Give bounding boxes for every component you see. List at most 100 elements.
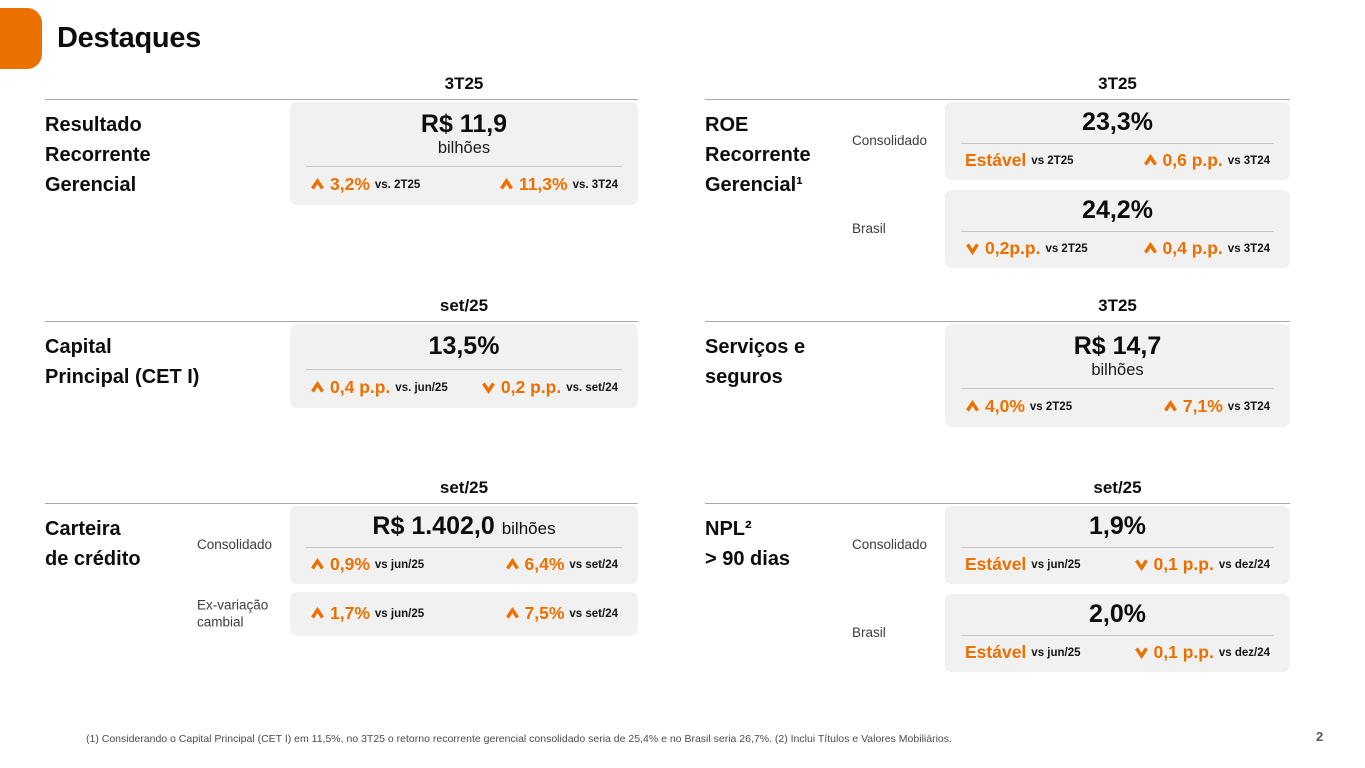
variation-basis: vs 2T25 <box>1029 401 1073 414</box>
value-unit: bilhões <box>501 519 556 538</box>
variation-value: Estável <box>965 641 1027 662</box>
variation-basis: vs 3T24 <box>1227 401 1270 414</box>
arrow-down-icon <box>966 243 979 255</box>
value-box: 2,0% Estável vs jun/25 0,1 p.p. vs dez/2… <box>945 593 1290 672</box>
arrow-up-icon <box>311 557 324 570</box>
variation-value: 0,1 p.p. <box>1153 641 1214 662</box>
variation-basis: vs set/24 <box>569 559 618 572</box>
metric-block-carteira: set/25 Carteira de crédito Consolidado R… <box>45 478 638 646</box>
metric-row: Ex-variação cambial 1,7% vs jun/25 7,5% <box>197 591 638 636</box>
value-box: R$ 14,7 bilhões 4,0% vs 2T25 7,1% <box>945 324 1290 427</box>
arrow-down-icon <box>1134 559 1148 571</box>
period-header: set/25 <box>1093 478 1142 497</box>
metric-label: Serviços e seguros <box>705 336 806 388</box>
variation-value: 7,5% <box>524 602 565 623</box>
metric-row: R$ 11,9 bilhões 3,2% vs. 2T25 11,3% <box>290 102 638 205</box>
variation: 0,1 p.p. vs dez/24 <box>1134 554 1270 575</box>
main-value: 1,9% <box>1089 512 1146 540</box>
variation: 11,3% vs. 3T24 <box>499 174 618 195</box>
variation: 1,7% vs jun/25 <box>310 603 424 624</box>
value-box: 23,3% Estável vs 2T25 0,6 p.p. vs 3T24 <box>945 102 1290 180</box>
value-box: R$ 1.402,0 bilhões 0,9% vs jun/25 6,4% <box>290 506 638 584</box>
variation-basis: vs 2T25 <box>1031 155 1074 168</box>
arrow-up-icon <box>1143 241 1157 253</box>
main-value: R$ 11,9 <box>420 110 508 138</box>
divider <box>961 546 1274 548</box>
metric-label: Carteira de crédito <box>45 518 141 570</box>
period-header: set/25 <box>439 478 489 497</box>
arrow-up-icon <box>311 177 324 190</box>
metric-row: R$ 14,7 bilhões 4,0% vs 2T25 7,1% <box>945 324 1290 427</box>
header-rule <box>45 503 638 504</box>
metric-row: Consolidado 1,9% Estável vs jun/25 0,1 p… <box>852 506 1290 584</box>
variation-value: 0,4 p.p. <box>330 376 391 397</box>
metric-block-npl: set/25 NPL² > 90 dias Consolidado 1,9% E… <box>705 478 1290 682</box>
variation-basis: vs. jun/25 <box>395 382 448 395</box>
period-header: set/25 <box>439 296 489 315</box>
main-value: 13,5% <box>428 332 500 360</box>
variation-value: 0,9% <box>330 553 370 574</box>
metric-block-resultado: 3T25 Resultado Recorrente Gerencial R$ 1… <box>45 74 638 215</box>
variation-basis: vs set/24 <box>569 608 618 621</box>
metric-row: Brasil 24,2% 0,2p.p. vs 2T25 <box>852 189 1290 268</box>
row-sublabel: Ex-variação cambial <box>197 597 269 630</box>
variation: 7,1% vs 3T24 <box>1163 396 1270 417</box>
arrow-down-icon <box>481 382 495 394</box>
page-number: 2 <box>1316 729 1324 744</box>
main-value: R$ 1.402,0 bilhões <box>306 512 622 541</box>
variation-basis: vs dez/24 <box>1218 647 1270 659</box>
arrow-up-icon <box>500 177 513 190</box>
variation-value: 0,1 p.p. <box>1153 553 1214 574</box>
variation: Estável vs 2T25 <box>965 150 1074 171</box>
footnote: (1) Considerando o Capital Principal (CE… <box>86 733 952 745</box>
row-sublabel: Consolidado <box>852 133 928 149</box>
variation-basis: vs jun/25 <box>1031 647 1081 659</box>
variation-value: 3,2% <box>330 173 370 194</box>
variation-value: 1,7% <box>330 602 370 623</box>
period-header: 3T25 <box>1098 74 1137 93</box>
variation: 0,2p.p. vs 2T25 <box>965 238 1088 259</box>
arrow-up-icon <box>311 606 324 619</box>
variation: 3,2% vs. 2T25 <box>310 174 420 195</box>
value-box: 13,5% 0,4 p.p. vs. jun/25 0,2 p.p. <box>290 324 638 408</box>
metric-row: Consolidado 23,3% Estável vs 2T25 0,6 p.… <box>852 102 1290 180</box>
metric-block-capital: set/25 Capital Principal (CET I) 13,5% 0… <box>45 296 638 418</box>
metric-label: ROE Recorrente Gerencial¹ <box>705 114 811 196</box>
variation: 4,0% vs 2T25 <box>965 396 1072 417</box>
metric-block-servicos: 3T25 Serviços e seguros R$ 14,7 bilhões … <box>705 296 1290 437</box>
row-sublabel: Consolidado <box>197 537 273 553</box>
metric-row: Consolidado R$ 1.402,0 bilhões 0,9% vs j… <box>197 506 638 584</box>
main-value: 2,0% <box>1089 599 1146 628</box>
header-rule <box>45 99 638 100</box>
variation: Estável vs jun/25 <box>965 642 1081 663</box>
value-box: 1,7% vs jun/25 7,5% vs set/24 <box>290 591 638 636</box>
variation-basis: vs dez/24 <box>1218 559 1270 572</box>
variation-basis: vs. 2T25 <box>374 179 421 192</box>
metric-row: Brasil 2,0% Estável vs jun/25 0,1 p.p. <box>852 593 1290 672</box>
metric-label: Capital Principal (CET I) <box>45 336 200 388</box>
brand-mark <box>0 8 42 69</box>
period-header: 3T25 <box>1098 296 1137 315</box>
divider <box>961 387 1274 389</box>
value-box: R$ 11,9 bilhões 3,2% vs. 2T25 11,3% <box>290 102 638 205</box>
row-sublabel: Consolidado <box>852 537 928 553</box>
variation-basis: vs. set/24 <box>566 382 618 395</box>
variation: 0,6 p.p. vs 3T24 <box>1143 150 1270 171</box>
arrow-up-icon <box>1143 153 1157 166</box>
metric-row: 13,5% 0,4 p.p. vs. jun/25 0,2 p.p. <box>290 324 638 408</box>
main-value: 23,3% <box>1082 108 1153 136</box>
divider <box>961 142 1274 144</box>
divider <box>961 230 1274 232</box>
variation: 0,9% vs jun/25 <box>310 554 424 575</box>
variation: 7,5% vs set/24 <box>505 602 618 624</box>
metric-label: NPL² > 90 dias <box>705 518 791 570</box>
divider <box>306 368 622 370</box>
arrow-up-icon <box>505 557 519 570</box>
variation-basis: vs jun/25 <box>374 608 425 621</box>
variation-value: 0,2p.p. <box>985 237 1041 258</box>
variation: 0,4 p.p. vs. jun/25 <box>310 377 448 398</box>
main-value-number: R$ 1.402,0 <box>372 512 495 540</box>
variation-basis: vs jun/25 <box>1031 559 1081 572</box>
divider <box>306 546 622 548</box>
header-rule <box>705 99 1290 100</box>
